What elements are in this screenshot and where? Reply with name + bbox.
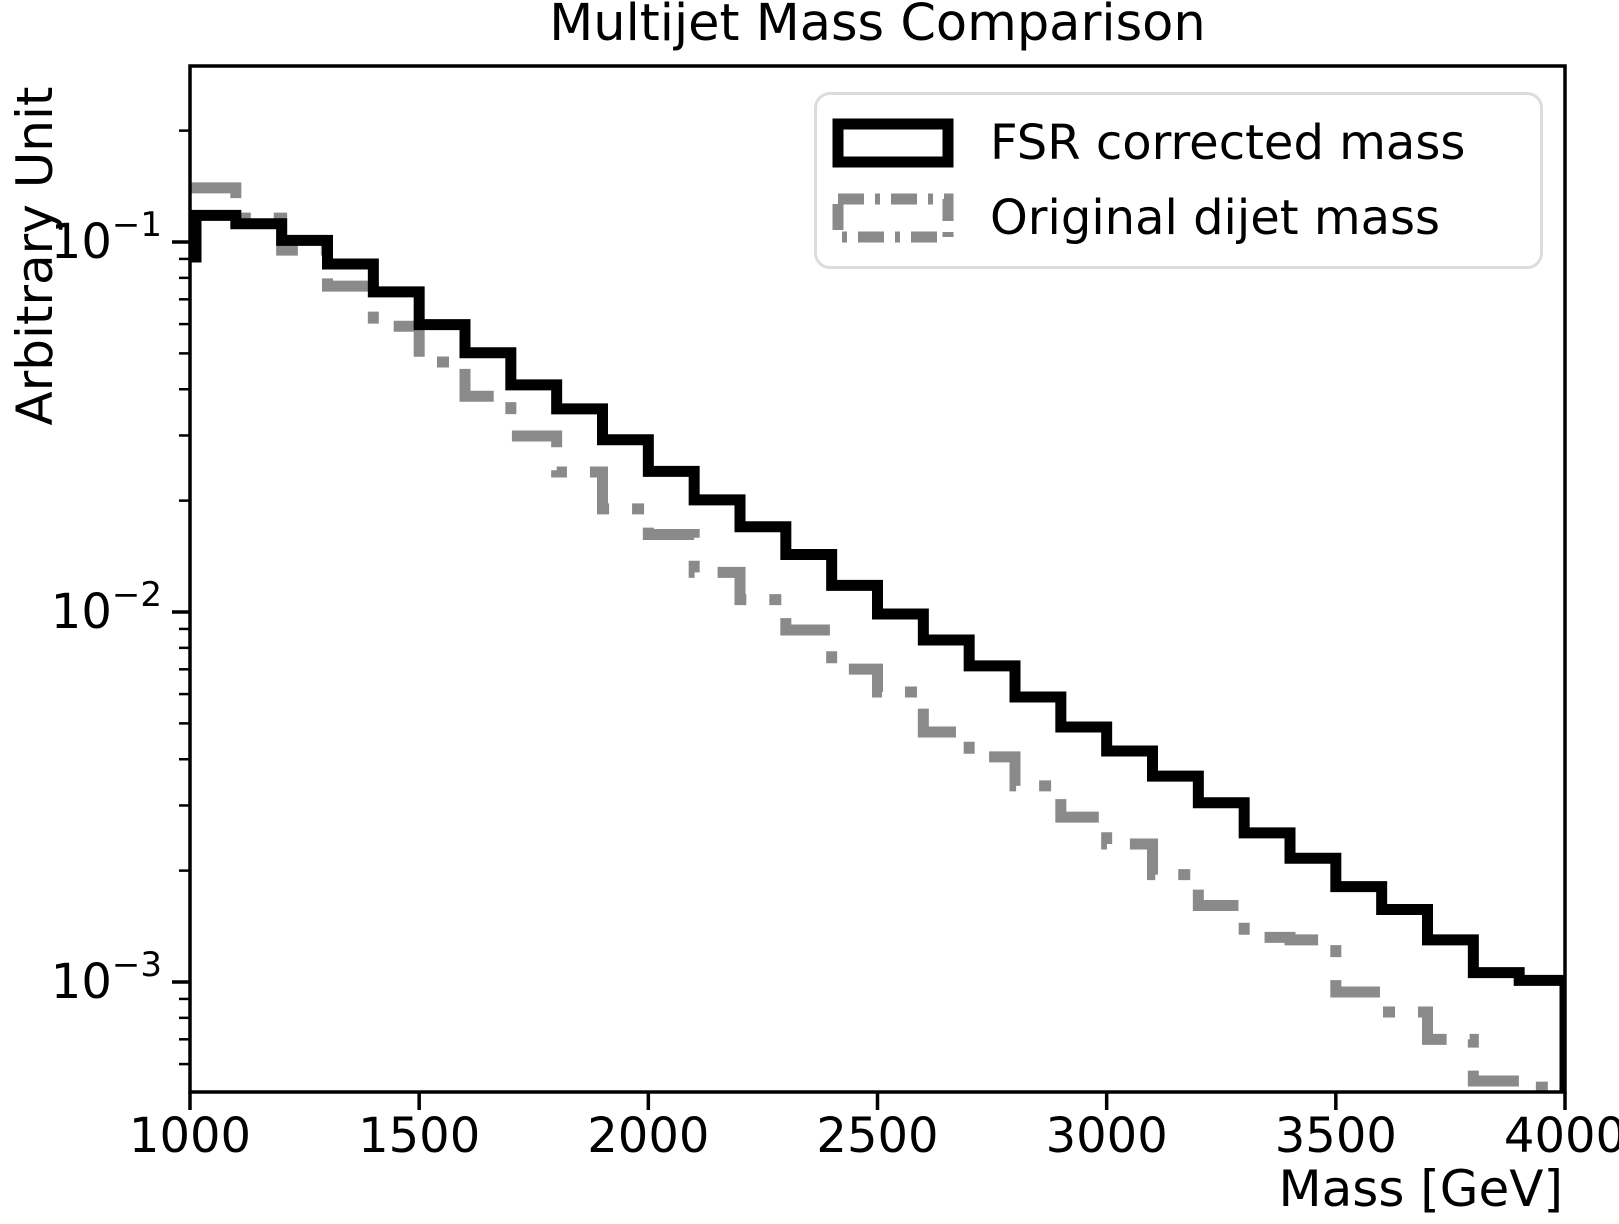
y-axis-label: Arbitrary Unit: [6, 86, 64, 426]
legend-item-original-dijet-mass: Original dijet mass: [832, 190, 1540, 246]
y-tick-label: 10−1: [51, 205, 162, 270]
x-tick-label: 2500: [816, 1108, 938, 1164]
x-tick-label: 2000: [587, 1108, 709, 1164]
legend-label: FSR corrected mass: [990, 114, 1466, 171]
series-original-dijet-mass: [190, 182, 1565, 1092]
y-tick-label: 10−2: [51, 575, 162, 640]
legend-item-fsr-corrected-mass: FSR corrected mass: [832, 115, 1540, 171]
y-tick-label: 10−3: [51, 945, 162, 1010]
x-tick-label: 1000: [129, 1108, 251, 1164]
legend-handle-dashdot-line-icon: [832, 193, 954, 243]
x-tick-label: 3500: [1275, 1108, 1397, 1164]
legend: FSR corrected mass Original dijet mass: [814, 92, 1543, 269]
x-axis-label: Mass [GeV]: [1278, 1160, 1564, 1218]
legend-handle-solid-line-icon: [832, 118, 954, 168]
x-tick-label: 4000: [1504, 1108, 1619, 1164]
chart-title: Multijet Mass Comparison: [549, 0, 1206, 53]
series-fsr-corrected-mass: [190, 209, 1565, 1092]
x-tick-label: 3000: [1046, 1108, 1168, 1164]
legend-label: Original dijet mass: [990, 190, 1441, 247]
x-tick-label: 1500: [358, 1108, 480, 1164]
